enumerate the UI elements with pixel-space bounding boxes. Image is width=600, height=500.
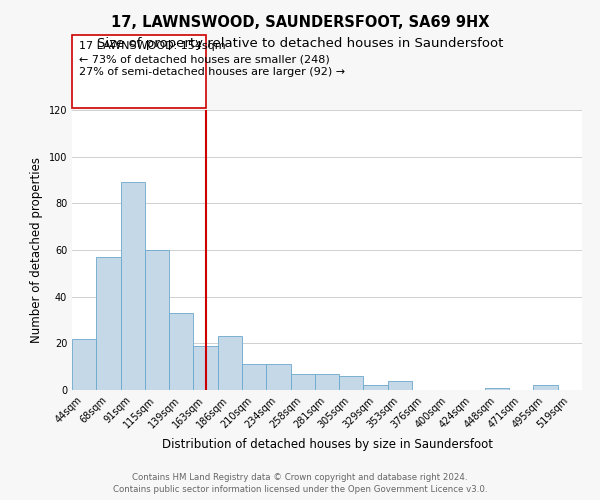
Bar xyxy=(266,364,290,390)
Bar xyxy=(388,380,412,390)
Bar xyxy=(218,336,242,390)
Bar xyxy=(290,374,315,390)
Text: 17, LAWNSWOOD, SAUNDERSFOOT, SA69 9HX: 17, LAWNSWOOD, SAUNDERSFOOT, SA69 9HX xyxy=(111,15,489,30)
Text: Contains public sector information licensed under the Open Government Licence v3: Contains public sector information licen… xyxy=(113,485,487,494)
Text: 17 LAWNSWOOD: 154sqm
← 73% of detached houses are smaller (248)
27% of semi-deta: 17 LAWNSWOOD: 154sqm ← 73% of detached h… xyxy=(79,41,346,78)
Bar xyxy=(533,386,558,390)
Bar xyxy=(72,338,96,390)
Bar xyxy=(145,250,169,390)
Bar xyxy=(121,182,145,390)
Bar xyxy=(193,346,218,390)
Text: Contains HM Land Registry data © Crown copyright and database right 2024.: Contains HM Land Registry data © Crown c… xyxy=(132,472,468,482)
Bar xyxy=(339,376,364,390)
Bar xyxy=(169,313,193,390)
Text: Size of property relative to detached houses in Saundersfoot: Size of property relative to detached ho… xyxy=(97,38,503,51)
Bar xyxy=(485,388,509,390)
Bar xyxy=(96,257,121,390)
Y-axis label: Number of detached properties: Number of detached properties xyxy=(30,157,43,343)
X-axis label: Distribution of detached houses by size in Saundersfoot: Distribution of detached houses by size … xyxy=(161,438,493,451)
Bar xyxy=(242,364,266,390)
Bar xyxy=(315,374,339,390)
Bar xyxy=(364,386,388,390)
